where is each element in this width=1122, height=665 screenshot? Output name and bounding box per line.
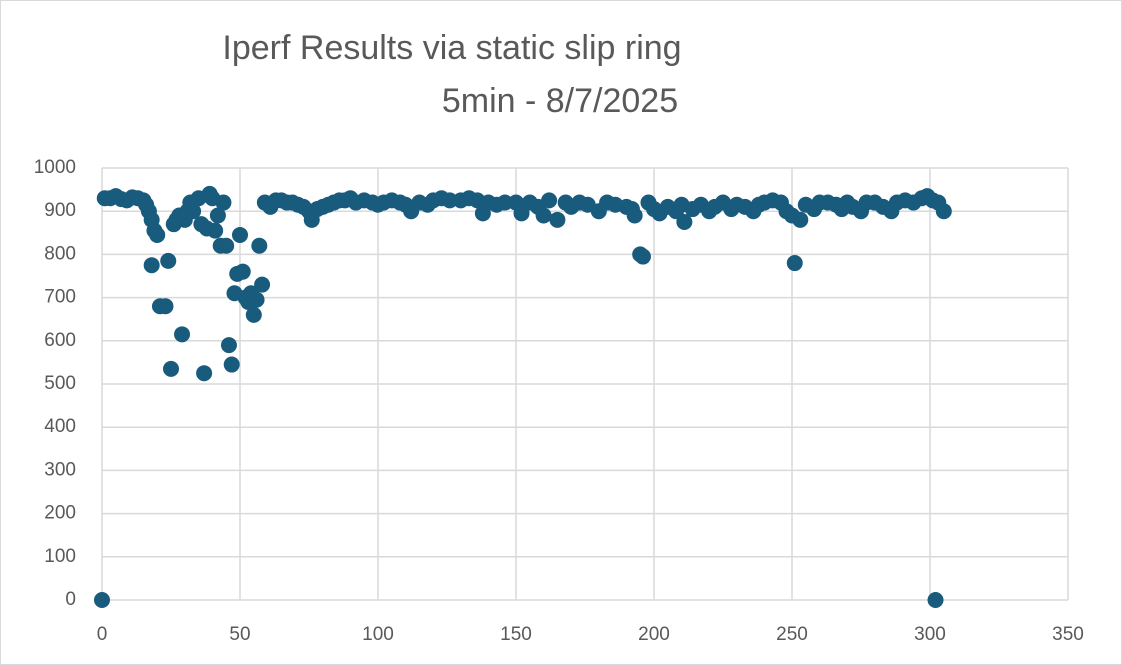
point <box>245 306 262 323</box>
point <box>232 226 248 243</box>
point <box>513 205 530 222</box>
point <box>541 192 558 209</box>
y-tick-label: 300 <box>44 459 76 480</box>
point <box>157 298 174 315</box>
point <box>626 207 643 224</box>
point <box>676 214 693 230</box>
point <box>792 211 809 228</box>
point <box>535 207 552 224</box>
point <box>927 592 944 608</box>
x-tick-label: 350 <box>1052 624 1084 645</box>
point <box>185 203 202 220</box>
x-tick-label: 250 <box>776 624 808 645</box>
x-tick-label: 200 <box>638 624 670 645</box>
point <box>248 291 265 308</box>
y-tick-label: 800 <box>44 243 76 264</box>
y-tick-label: 500 <box>44 373 76 394</box>
point <box>496 194 513 211</box>
y-tick-label: 400 <box>44 416 76 437</box>
y-tick-label: 600 <box>44 330 76 351</box>
point <box>441 192 458 209</box>
point <box>254 276 271 293</box>
x-tick-label: 0 <box>97 624 108 645</box>
point <box>160 252 177 269</box>
point <box>634 248 651 265</box>
marks <box>94 185 952 608</box>
point <box>143 257 160 274</box>
point <box>223 356 240 373</box>
y-tick-label: 700 <box>44 287 76 308</box>
grid: 0 100 200 300 400 500 600 700 800 900 1000 0 50 100 15… <box>34 157 1084 645</box>
point <box>196 365 213 382</box>
point <box>149 226 166 243</box>
point <box>786 255 803 272</box>
chart-subtitle: 5min - 8/7/2025 <box>442 82 678 120</box>
y-tick-label: 1000 <box>34 157 76 178</box>
point <box>549 211 566 228</box>
point <box>174 326 191 343</box>
x-tick-label: 150 <box>500 624 532 645</box>
chart-title: Iperf Results via static slip ring <box>222 29 681 67</box>
point <box>220 337 237 354</box>
point <box>209 207 226 224</box>
x-tick-label: 100 <box>362 624 394 645</box>
point <box>94 592 110 608</box>
x-tick-label: 50 <box>229 624 250 645</box>
point <box>163 360 179 377</box>
point <box>218 237 235 254</box>
point <box>215 194 232 211</box>
point <box>251 237 268 254</box>
y-tick-label: 100 <box>44 546 76 567</box>
point <box>935 203 952 220</box>
y-tick-label: 200 <box>44 503 76 524</box>
point <box>207 222 224 239</box>
y-tick-label: 0 <box>65 589 76 610</box>
point <box>234 263 251 280</box>
x-tick-label: 300 <box>914 624 946 645</box>
y-tick-label: 900 <box>44 200 76 221</box>
